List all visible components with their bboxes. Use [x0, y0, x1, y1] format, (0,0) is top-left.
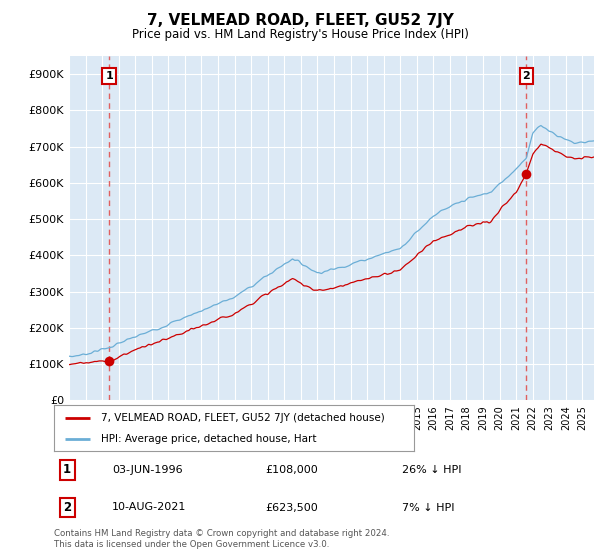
Text: 2: 2	[523, 71, 530, 81]
Text: 26% ↓ HPI: 26% ↓ HPI	[403, 465, 462, 475]
Text: 7% ↓ HPI: 7% ↓ HPI	[403, 502, 455, 512]
Text: 10-AUG-2021: 10-AUG-2021	[112, 502, 187, 512]
Text: £108,000: £108,000	[265, 465, 318, 475]
Text: HPI: Average price, detached house, Hart: HPI: Average price, detached house, Hart	[101, 435, 316, 444]
Text: Contains HM Land Registry data © Crown copyright and database right 2024.
This d: Contains HM Land Registry data © Crown c…	[54, 529, 389, 549]
Text: Price paid vs. HM Land Registry's House Price Index (HPI): Price paid vs. HM Land Registry's House …	[131, 27, 469, 41]
Text: 1: 1	[63, 463, 71, 476]
Text: 7, VELMEAD ROAD, FLEET, GU52 7JY: 7, VELMEAD ROAD, FLEET, GU52 7JY	[146, 13, 454, 28]
Text: 03-JUN-1996: 03-JUN-1996	[112, 465, 183, 475]
Text: £623,500: £623,500	[265, 502, 318, 512]
Text: 7, VELMEAD ROAD, FLEET, GU52 7JY (detached house): 7, VELMEAD ROAD, FLEET, GU52 7JY (detach…	[101, 413, 385, 423]
Text: 2: 2	[63, 501, 71, 514]
Text: 1: 1	[105, 71, 113, 81]
